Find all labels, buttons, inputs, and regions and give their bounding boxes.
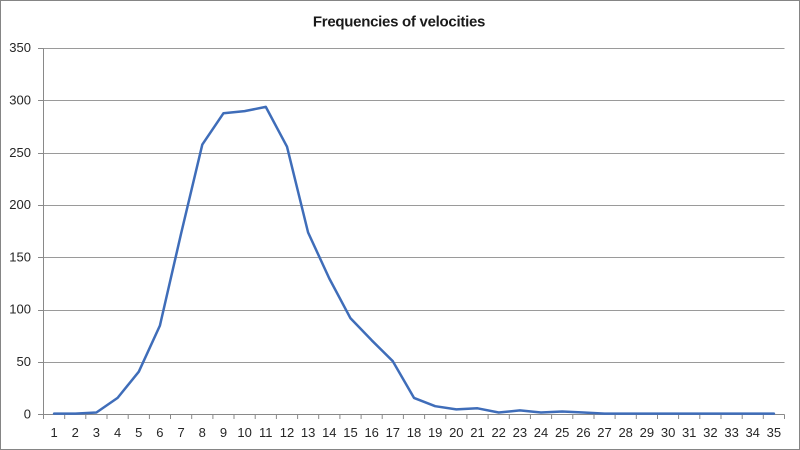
svg-text:16: 16 — [364, 425, 378, 440]
svg-text:29: 29 — [640, 425, 654, 440]
svg-text:23: 23 — [513, 425, 527, 440]
svg-text:7: 7 — [177, 425, 184, 440]
svg-text:32: 32 — [703, 425, 717, 440]
svg-text:150: 150 — [9, 249, 31, 264]
svg-text:35: 35 — [767, 425, 781, 440]
svg-text:2: 2 — [72, 425, 79, 440]
svg-text:33: 33 — [724, 425, 738, 440]
svg-text:5: 5 — [135, 425, 142, 440]
svg-text:11: 11 — [259, 425, 273, 440]
svg-text:8: 8 — [199, 425, 206, 440]
svg-text:6: 6 — [156, 425, 163, 440]
svg-text:17: 17 — [386, 425, 400, 440]
svg-text:12: 12 — [280, 425, 294, 440]
svg-text:27: 27 — [597, 425, 611, 440]
svg-text:24: 24 — [534, 425, 548, 440]
svg-text:100: 100 — [9, 302, 31, 317]
svg-text:9: 9 — [220, 425, 227, 440]
svg-text:1: 1 — [50, 425, 57, 440]
svg-text:10: 10 — [237, 425, 251, 440]
svg-text:28: 28 — [618, 425, 632, 440]
svg-text:350: 350 — [9, 40, 31, 55]
svg-text:22: 22 — [491, 425, 505, 440]
svg-text:250: 250 — [9, 145, 31, 160]
svg-text:300: 300 — [9, 92, 31, 107]
svg-text:50: 50 — [17, 354, 31, 369]
svg-text:30: 30 — [661, 425, 675, 440]
svg-text:13: 13 — [301, 425, 315, 440]
svg-text:18: 18 — [407, 425, 421, 440]
svg-text:0: 0 — [24, 406, 31, 421]
svg-text:25: 25 — [555, 425, 569, 440]
svg-text:3: 3 — [93, 425, 100, 440]
svg-text:14: 14 — [322, 425, 336, 440]
svg-text:26: 26 — [576, 425, 590, 440]
svg-text:31: 31 — [682, 425, 696, 440]
svg-text:15: 15 — [343, 425, 357, 440]
svg-text:200: 200 — [9, 197, 31, 212]
svg-text:19: 19 — [428, 425, 442, 440]
svg-text:34: 34 — [745, 425, 759, 440]
svg-text:Frequencies of velocities: Frequencies of velocities — [313, 13, 485, 30]
svg-text:21: 21 — [470, 425, 484, 440]
svg-text:4: 4 — [114, 425, 121, 440]
svg-text:20: 20 — [449, 425, 463, 440]
